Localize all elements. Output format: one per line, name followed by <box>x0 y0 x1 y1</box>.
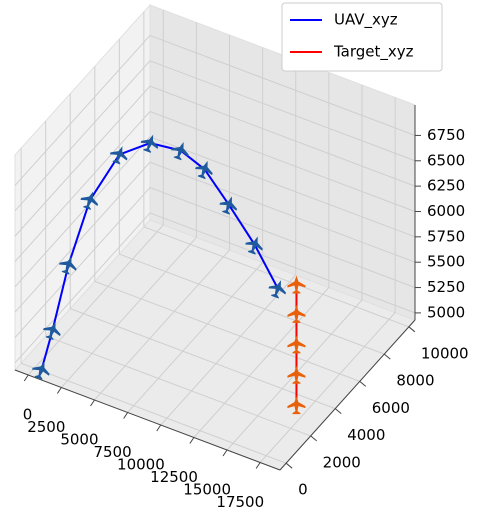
grid-line <box>14 110 416 262</box>
marker <box>43 321 61 341</box>
tick-mark <box>255 462 261 469</box>
x-tick-label: 2500 <box>27 418 65 436</box>
x-tick-label: 7500 <box>93 443 131 461</box>
marker <box>195 160 213 180</box>
grid-line <box>61 22 197 388</box>
grid-line <box>143 11 410 328</box>
tick-mark <box>156 424 162 432</box>
tick-mark <box>189 437 195 444</box>
tick-mark <box>56 387 62 394</box>
z-tick-label: 6250 <box>427 177 465 195</box>
x-tick-label: 10000 <box>117 456 165 474</box>
grid-line <box>14 60 416 212</box>
grid-line <box>127 47 264 413</box>
grid-line <box>259 97 396 463</box>
x-tick-label: 5000 <box>60 431 98 449</box>
grid-line <box>14 34 416 186</box>
grid-line <box>14 85 416 237</box>
z-tick-label: 6750 <box>427 126 465 144</box>
z-tick-label: 5250 <box>427 278 465 296</box>
marker <box>287 396 306 415</box>
grid-line <box>45 120 311 437</box>
tick-mark <box>334 408 342 415</box>
y-tick-label: 6000 <box>372 399 410 417</box>
grid-line <box>14 136 416 288</box>
marker <box>32 361 50 380</box>
marker <box>287 365 306 384</box>
grid-line <box>14 161 416 313</box>
grid-line <box>94 66 360 382</box>
marker <box>171 142 189 161</box>
grid-line <box>94 35 230 401</box>
x-tick-label: 15000 <box>183 481 231 499</box>
y-tick-label: 2000 <box>323 453 361 471</box>
tick-mark <box>23 374 29 382</box>
plot <box>32 134 306 415</box>
tick-mark <box>408 326 416 333</box>
tick-labels: 0250050007500100001250015000175000200040… <box>23 126 469 511</box>
marker <box>80 191 99 210</box>
axis-line <box>279 319 416 471</box>
x-tick-label: 0 <box>23 406 33 424</box>
marker <box>287 335 306 354</box>
tick-mark <box>123 412 129 419</box>
axis-line <box>14 369 281 471</box>
marker <box>219 196 238 215</box>
grid-line <box>193 72 330 438</box>
y-tick-label: 8000 <box>396 372 434 390</box>
grid-line <box>27 10 164 376</box>
tick-mark <box>359 380 367 387</box>
z-tick-label: 6500 <box>427 151 465 169</box>
z-tick-label: 6000 <box>427 202 465 220</box>
marker <box>287 275 306 294</box>
tick-mark <box>90 399 95 407</box>
marker <box>268 280 287 299</box>
grid-line <box>20 148 287 464</box>
marker <box>59 256 77 275</box>
legend-label: Target_xyz <box>333 43 414 62</box>
legend-label: UAV_xyz <box>334 11 398 30</box>
z-tick-label: 5500 <box>427 253 465 271</box>
grid-line <box>14 212 416 364</box>
y-tick-label: 4000 <box>347 426 385 444</box>
marker <box>109 146 128 165</box>
marker <box>287 304 306 323</box>
grid-line <box>226 85 363 451</box>
z-tick-label: 5750 <box>427 227 465 245</box>
x-tick-label: 17500 <box>216 493 264 511</box>
marker <box>140 134 159 153</box>
legend: UAV_xyz Target_xyz <box>281 2 443 72</box>
y-tick-label: 0 <box>298 481 308 499</box>
tick-mark <box>285 462 293 469</box>
y-tick-label: 10000 <box>421 344 469 362</box>
grid <box>14 10 421 471</box>
grid-line <box>14 186 416 338</box>
tick-mark <box>383 353 391 360</box>
grid-line <box>160 60 297 426</box>
z-tick-label: 5000 <box>427 303 465 321</box>
marker <box>245 236 263 255</box>
tick-mark <box>222 449 228 457</box>
tick-mark <box>310 435 318 442</box>
grid-line <box>69 93 336 410</box>
x-tick-label: 12500 <box>150 468 198 486</box>
